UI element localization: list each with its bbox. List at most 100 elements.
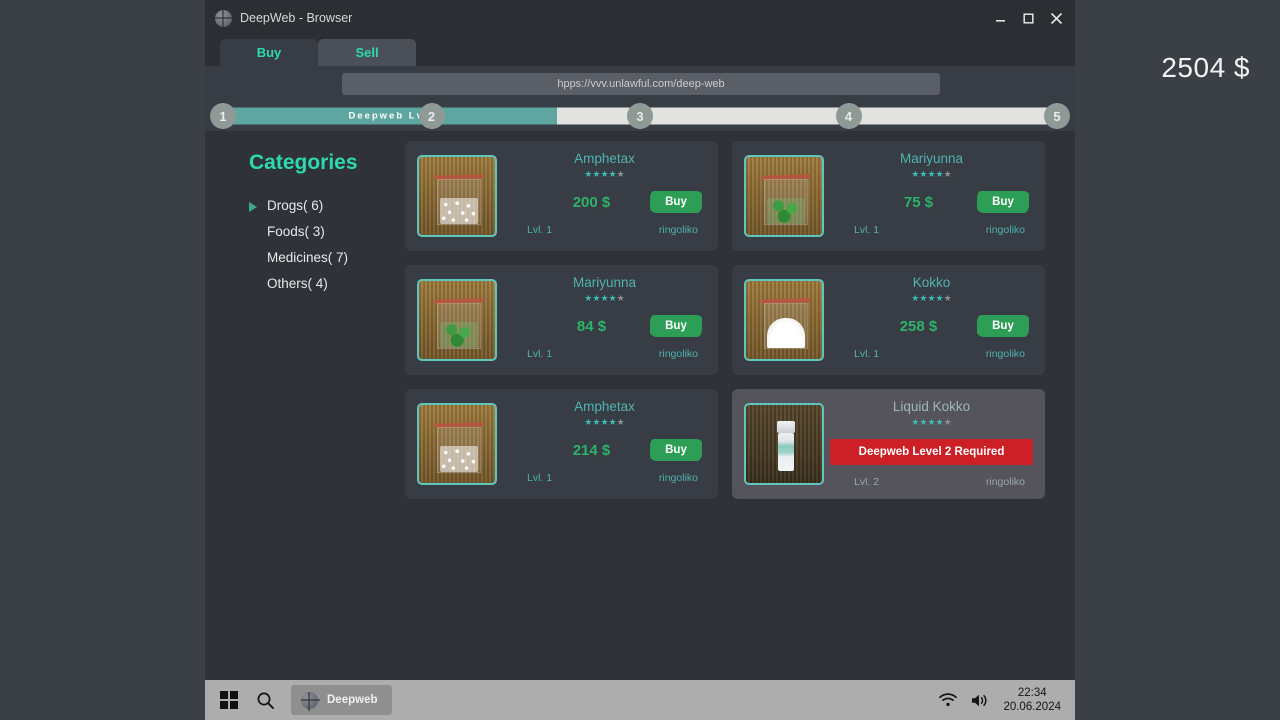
- money-display: 2504 $: [1161, 52, 1250, 83]
- product-info: Mariyunna ★★★★★ 84 $ Buy Lvl. 1 ringoliko: [497, 265, 706, 375]
- buy-button[interactable]: Buy: [650, 191, 702, 213]
- baggie-art: [433, 298, 485, 351]
- taskbar-app-deepweb[interactable]: Deepweb: [291, 685, 392, 715]
- star-icon: ★: [584, 417, 593, 427]
- page-content: Categories Drogs( 6) Foods( 3) Medicines( …: [205, 131, 1075, 720]
- product-level: Lvl. 1: [854, 348, 880, 360]
- product-level: Lvl. 2: [854, 476, 880, 488]
- close-icon[interactable]: [1043, 4, 1069, 32]
- level-node-4[interactable]: 4: [835, 103, 862, 129]
- product-meta-row: Lvl. 1 ringoliko: [503, 348, 706, 360]
- product-meta-row: Lvl. 1 ringoliko: [503, 224, 706, 236]
- buy-button[interactable]: Buy: [977, 191, 1029, 213]
- star-icon: ★: [600, 417, 609, 427]
- product-price-row: 84 $ Buy: [503, 315, 706, 337]
- product-seller: ringoliko: [985, 476, 1025, 488]
- buy-button[interactable]: Buy: [650, 315, 702, 337]
- product-info: Kokko ★★★★★ 258 $ Buy Lvl. 1 ringoliko: [824, 265, 1033, 375]
- category-item-2[interactable]: Medicines( 7): [249, 245, 395, 271]
- product-thumbnail: [417, 403, 497, 485]
- product-card[interactable]: Amphetax ★★★★★ 214 $ Buy Lvl. 1 ringoliko: [405, 389, 718, 499]
- minimize-icon[interactable]: [987, 4, 1013, 32]
- product-thumbnail: [744, 155, 824, 237]
- star-icon: ★: [935, 293, 944, 303]
- star-icon: ★: [935, 169, 944, 179]
- category-label: Others( 4): [267, 276, 328, 291]
- taskbar: Deepweb 22:34 20.06.2024: [205, 680, 1075, 720]
- level-node-1[interactable]: 1: [210, 103, 236, 129]
- product-name: Amphetax: [574, 151, 635, 166]
- star-icon: ★: [600, 169, 609, 179]
- star-icon: ★: [943, 293, 952, 303]
- search-icon[interactable]: [245, 684, 285, 716]
- product-rating: ★★★★★: [911, 293, 951, 304]
- product-thumbnail: [744, 403, 824, 485]
- product-info: Mariyunna ★★★★★ 75 $ Buy Lvl. 1 ringoliko: [824, 141, 1033, 251]
- category-label: Foods( 3): [267, 224, 325, 239]
- baggie-art: [760, 174, 812, 227]
- start-grid-icon[interactable]: [213, 684, 245, 716]
- window-title: DeepWeb - Browser: [240, 11, 353, 25]
- star-icon: ★: [584, 293, 593, 303]
- star-icon: ★: [935, 417, 944, 427]
- level-required-button[interactable]: Deepweb Level 2 Required: [830, 439, 1033, 465]
- level-node-2[interactable]: 2: [418, 103, 445, 129]
- url-input[interactable]: hpps://vvv.unlawful.com/deep-web: [342, 72, 940, 95]
- product-rating: ★★★★★: [911, 169, 951, 180]
- product-card[interactable]: Kokko ★★★★★ 258 $ Buy Lvl. 1 ringoliko: [732, 265, 1045, 375]
- tab-sell[interactable]: Sell: [318, 39, 416, 66]
- category-item-0[interactable]: Drogs( 6): [249, 193, 395, 219]
- categories-title: Categories: [249, 151, 358, 174]
- product-price-row: 258 $ Buy: [830, 315, 1033, 337]
- product-info: Liquid Kokko ★★★★★ Deepweb Level 2 Require…: [824, 389, 1033, 499]
- star-icon: ★: [592, 293, 601, 303]
- category-item-1[interactable]: Foods( 3): [249, 219, 395, 245]
- wifi-icon[interactable]: [939, 693, 958, 707]
- tab-buy[interactable]: Buy: [220, 39, 318, 66]
- url-row: hpps://vvv.unlawful.com/deep-web: [205, 66, 1075, 101]
- product-rating: ★★★★★: [911, 417, 951, 428]
- level-node-5[interactable]: 5: [1044, 103, 1070, 129]
- maximize-icon[interactable]: [1015, 4, 1041, 32]
- level-node-3[interactable]: 3: [627, 103, 653, 129]
- level-fill-label: Deepweb Lv1: [348, 110, 432, 122]
- star-icon: ★: [584, 169, 593, 179]
- volume-icon[interactable]: [971, 693, 989, 708]
- product-thumbnail: [417, 279, 497, 361]
- product-info: Amphetax ★★★★★ 214 $ Buy Lvl. 1 ringoliko: [497, 389, 706, 499]
- star-icon: ★: [911, 293, 920, 303]
- clock[interactable]: 22:34 20.06.2024: [1003, 686, 1061, 714]
- clock-time: 22:34: [1017, 687, 1047, 699]
- buy-button[interactable]: Buy: [977, 315, 1029, 337]
- category-item-3[interactable]: Others( 4): [249, 271, 395, 297]
- star-icon: ★: [911, 169, 920, 179]
- product-seller: ringoliko: [985, 348, 1025, 360]
- product-card[interactable]: Mariyunna ★★★★★ 75 $ Buy Lvl. 1 ringoliko: [732, 141, 1045, 251]
- buy-button[interactable]: Buy: [650, 439, 702, 461]
- baggie-art: [433, 174, 485, 227]
- window-titlebar: DeepWeb - Browser: [205, 0, 1075, 36]
- star-icon: ★: [592, 417, 601, 427]
- product-thumbnail: [744, 279, 824, 361]
- product-level: Lvl. 1: [527, 224, 553, 236]
- url-text: hpps://vvv.unlawful.com/deep-web: [557, 77, 725, 90]
- product-card[interactable]: Liquid Kokko ★★★★★ Deepweb Level 2 Require…: [732, 389, 1045, 499]
- star-icon: ★: [600, 293, 609, 303]
- star-icon: ★: [927, 417, 936, 427]
- product-meta-row: Lvl. 1 ringoliko: [830, 348, 1033, 360]
- baggie-art: [760, 298, 812, 351]
- product-price-row: 214 $ Buy: [503, 439, 706, 461]
- star-icon: ★: [919, 169, 928, 179]
- clock-date: 20.06.2024: [1003, 701, 1061, 713]
- product-info: Amphetax ★★★★★ 200 $ Buy Lvl. 1 ringoliko: [497, 141, 706, 251]
- product-card[interactable]: Amphetax ★★★★★ 200 $ Buy Lvl. 1 ringoliko: [405, 141, 718, 251]
- product-name: Mariyunna: [572, 275, 637, 290]
- product-seller: ringoliko: [658, 472, 698, 484]
- product-price-row: 75 $ Buy: [830, 191, 1033, 213]
- mode-tabs: Buy Sell: [205, 36, 1075, 66]
- product-seller: ringoliko: [658, 224, 698, 236]
- category-list: Drogs( 6) Foods( 3) Medicines( 7) Others( 4…: [249, 193, 395, 297]
- taskbar-app-label: Deepweb: [327, 694, 378, 706]
- product-card[interactable]: Mariyunna ★★★★★ 84 $ Buy Lvl. 1 ringoliko: [405, 265, 718, 375]
- product-meta-row: Lvl. 1 ringoliko: [503, 472, 706, 484]
